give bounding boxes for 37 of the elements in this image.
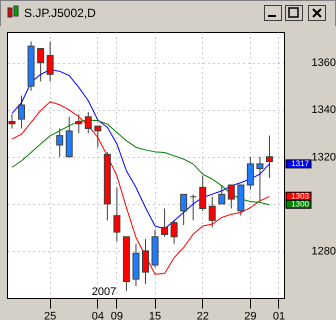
x-tick-label: 04 (92, 310, 104, 320)
x-tick-label: 09 (110, 310, 124, 320)
x-tick-label: 25 (44, 310, 56, 320)
y-tick-label: 1360 (312, 57, 336, 70)
x-tick-label: 01 (272, 310, 286, 320)
y-tick-label: 1320 (312, 151, 336, 164)
candlestick (94, 126, 102, 148)
candlestick (75, 114, 82, 134)
candlestick (161, 208, 168, 238)
candlestick (266, 135, 273, 178)
candlestick (84, 112, 92, 134)
x-tick-label: 29 (244, 310, 257, 320)
annotation: 1300 (291, 199, 310, 208)
x-tick-label: 22 (196, 310, 209, 320)
candlestick (218, 184, 226, 204)
y-tick-label: 1340 (312, 104, 336, 116)
candlestick (208, 196, 216, 228)
candlestick (8, 114, 16, 130)
annotation: 1317 (291, 158, 310, 168)
annotation: 2007 (92, 286, 116, 298)
candlestick (180, 194, 188, 226)
candlestick (190, 194, 197, 221)
chart-title: S.JP.J5002,D (24, 6, 96, 20)
annotation: 1303 (291, 191, 310, 200)
candlestick (113, 186, 120, 242)
candlestick (46, 40, 54, 82)
candlestick (170, 220, 178, 244)
candlestick (246, 156, 254, 190)
candlestick (228, 184, 235, 210)
x-tick-label: 15 (148, 310, 162, 320)
candlestick (56, 128, 64, 158)
candlestick (256, 156, 264, 202)
line-series (12, 101, 270, 275)
candlestick (199, 175, 206, 212)
candlestick (18, 95, 26, 130)
y-tick-label: 1280 (312, 245, 336, 258)
candlestick (37, 48, 44, 82)
